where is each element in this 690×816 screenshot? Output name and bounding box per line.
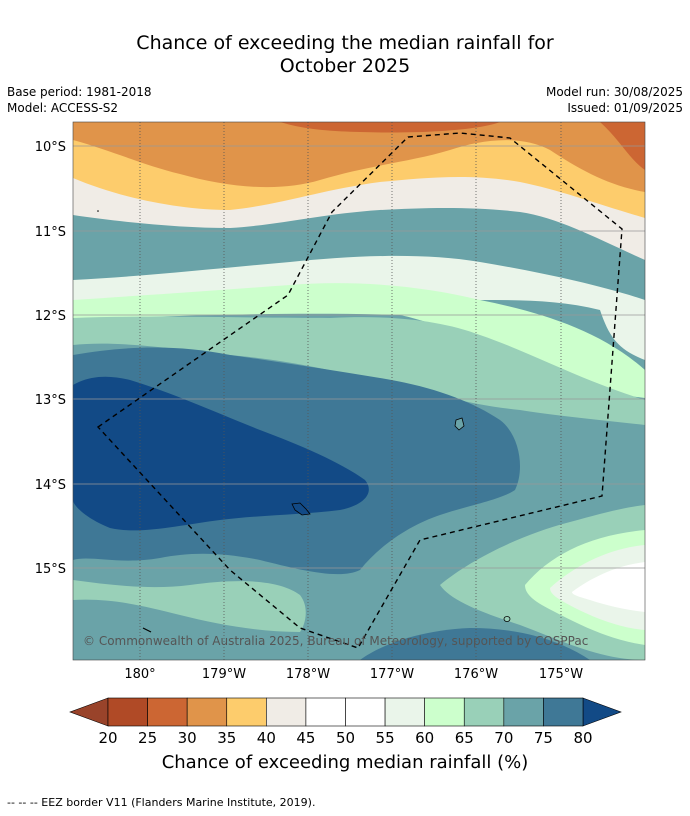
colorbar-tick-label: 80 [573, 729, 592, 747]
lon-label: 176°W [454, 667, 498, 682]
latitude-labels: 10°S 11°S 12°S 13°S 14°S 15°S [35, 140, 66, 577]
title-line-1: Chance of exceeding the median rainfall … [136, 32, 554, 54]
lat-label: 13°S [35, 393, 66, 408]
lat-label: 15°S [35, 562, 66, 577]
copyright-notice: © Commonwealth of Australia 2025, Bureau… [83, 634, 588, 648]
colorbar-tick-label: 40 [257, 729, 276, 747]
colorbar-segment [147, 697, 188, 727]
colorbar-label: Chance of exceeding median rainfall (%) [161, 752, 529, 773]
colorbar-over-arrow [582, 697, 622, 727]
band-65-70-south [73, 580, 306, 632]
run-info-right: Model run: 30/08/2025 Issued: 01/09/2025 [546, 84, 683, 116]
colorbar-segment [107, 697, 148, 727]
lat-label: 14°S [35, 478, 66, 493]
island-kadavu [291, 502, 311, 516]
band-60-65 [73, 283, 645, 398]
colorbar-tick-label: 20 [98, 729, 117, 747]
colorbar-segment [384, 697, 425, 727]
longitude-labels: 180° 179°W 178°W 177°W 176°W 175°W [124, 667, 583, 682]
lon-label: 178°W [286, 667, 330, 682]
colorbar-segment [266, 697, 307, 727]
lon-label: 179°W [202, 667, 246, 682]
island-ono-i-lau [503, 616, 511, 622]
colorbar: 20 25 30 35 40 45 50 55 60 65 70 75 80 [69, 697, 622, 747]
island-vatoa [142, 627, 152, 633]
colorbar-segment [424, 697, 465, 727]
colorbar-segment [345, 697, 386, 727]
band-25-30-north [280, 122, 500, 133]
band-65-70 [73, 316, 645, 425]
model-name: Model: ACCESS-S2 [7, 101, 119, 115]
band-80-plus [73, 376, 369, 531]
colorbar-tick-label: 75 [534, 729, 553, 747]
map-frame [72, 121, 646, 661]
latitude-gridlines [73, 145, 645, 569]
colorbar-segment [503, 697, 544, 727]
colorbar-segment [186, 697, 228, 727]
band-45-55-southeast [572, 562, 645, 612]
base-period: Base period: 1981-2018 [7, 85, 152, 99]
probability-field [73, 122, 645, 660]
island-vanua-balavu [454, 417, 465, 431]
lon-label: 175°W [539, 667, 583, 682]
chart-title: Chance of exceeding the median rainfall … [0, 32, 690, 78]
eez-border [96, 132, 623, 649]
band-75-80-south [360, 628, 590, 660]
band-30-35 [73, 122, 645, 192]
islet-north [97, 210, 99, 212]
colorbar-tick-label: 35 [217, 729, 236, 747]
colorbar-tick-label: 45 [296, 729, 315, 747]
colorbar-under-arrow [69, 697, 109, 727]
colorbar-segment [463, 697, 505, 727]
eez-legend-footer: -- -- -- EEZ border V11 (Flanders Marine… [7, 796, 316, 809]
colorbar-tick-label: 70 [494, 729, 513, 747]
colorbar-segment [226, 697, 267, 727]
lat-label: 11°S [35, 225, 66, 240]
band-55-60 [73, 255, 645, 360]
issued-date: Issued: 01/09/2025 [567, 101, 683, 115]
lon-label: 177°W [370, 667, 414, 682]
colorbar-tick-label: 55 [376, 729, 395, 747]
colorbar-tick-label: 65 [455, 729, 474, 747]
lat-label: 12°S [35, 309, 66, 324]
run-info-left: Base period: 1981-2018 Model: ACCESS-S2 [7, 84, 152, 116]
model-run: Model run: 30/08/2025 [545, 85, 683, 99]
colorbar-segment [543, 697, 584, 727]
title-line-2: October 2025 [279, 55, 411, 77]
lon-label: 180° [124, 667, 155, 682]
colorbar-tick-label: 60 [415, 729, 434, 747]
colorbar-tick-label: 50 [336, 729, 355, 747]
colorbar-tick-label: 25 [138, 729, 157, 747]
lat-label: 10°S [35, 140, 66, 155]
colorbar-segment [305, 697, 346, 727]
colorbar-tick-label: 30 [178, 729, 197, 747]
